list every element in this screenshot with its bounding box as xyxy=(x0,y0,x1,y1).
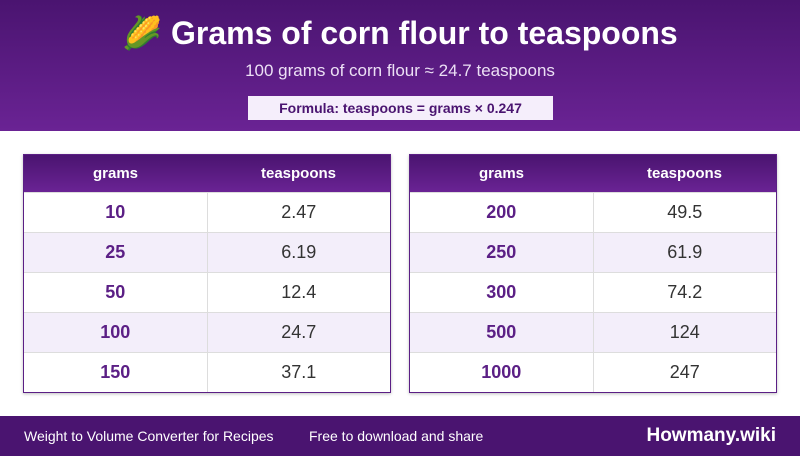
table-row: 25 6.19 xyxy=(24,232,390,272)
column-header: teaspoons xyxy=(646,165,722,182)
grams-cell: 150 xyxy=(24,352,208,392)
grams-cell: 100 xyxy=(24,312,208,352)
formula: Formula: teaspoons = grams × 0.247 xyxy=(248,96,553,120)
teaspoons-cell: 2.47 xyxy=(207,192,390,232)
title: 🌽 Grams of corn flour to teaspoons xyxy=(0,14,800,52)
table-row: 10 2.47 xyxy=(24,192,390,232)
table-row: 1000 247 xyxy=(410,352,776,392)
table-row: 250 61.9 xyxy=(410,232,776,272)
teaspoons-cell: 124 xyxy=(593,312,776,352)
footer-middle: Free to download and share xyxy=(309,428,484,444)
title-text: Grams of corn flour to teaspoons xyxy=(171,15,678,51)
grams-cell: 500 xyxy=(410,312,594,352)
table: grams teaspoons 10 2.47 25 6.19 50 12.4 100 24.7 1… xyxy=(23,154,391,393)
grams-cell: 250 xyxy=(410,232,594,272)
footer-left: Weight to Volume Converter for Recipes xyxy=(24,428,274,444)
teaspoons-cell: 74.2 xyxy=(593,272,776,312)
column-header: grams xyxy=(92,165,139,182)
teaspoons-cell: 61.9 xyxy=(593,232,776,272)
table-row: 50 12.4 xyxy=(24,272,390,312)
column-header: grams xyxy=(478,165,525,182)
grams-cell: 300 xyxy=(410,272,594,312)
teaspoons-cell: 247 xyxy=(593,352,776,392)
header-row: grams teaspoons xyxy=(410,155,776,192)
table-row: 100 24.7 xyxy=(24,312,390,352)
footer: Weight to Volume Converter for Recipes F… xyxy=(0,416,800,456)
column-header: teaspoons xyxy=(260,165,336,182)
teaspoons-cell: 12.4 xyxy=(207,272,390,312)
header-row: grams teaspoons xyxy=(24,155,390,192)
table-row: 150 37.1 xyxy=(24,352,390,392)
teaspoons-cell: 24.7 xyxy=(207,312,390,352)
subtitle: 100 grams of corn flour ≈ 24.7 teaspoons xyxy=(245,61,555,80)
table-row: 500 124 xyxy=(410,312,776,352)
table: grams teaspoons 200 49.5 250 61.9 300 74.2 500 12… xyxy=(409,154,777,393)
header: 🌽 Grams of corn flour to teaspoons 100 g… xyxy=(0,0,800,131)
icon: 🌽 xyxy=(122,15,163,51)
grams-cell: 10 xyxy=(24,192,208,232)
grams-cell: 25 xyxy=(24,232,208,272)
teaspoons-cell: 37.1 xyxy=(207,352,390,392)
table-row: 300 74.2 xyxy=(410,272,776,312)
brand: Howmany.wiki xyxy=(646,425,776,446)
grams-cell: 200 xyxy=(410,192,594,232)
grams-cell: 50 xyxy=(24,272,208,312)
table-row: 200 49.5 xyxy=(410,192,776,232)
teaspoons-cell: 6.19 xyxy=(207,232,390,272)
grams-cell: 1000 xyxy=(410,352,594,392)
teaspoons-cell: 49.5 xyxy=(593,192,776,232)
